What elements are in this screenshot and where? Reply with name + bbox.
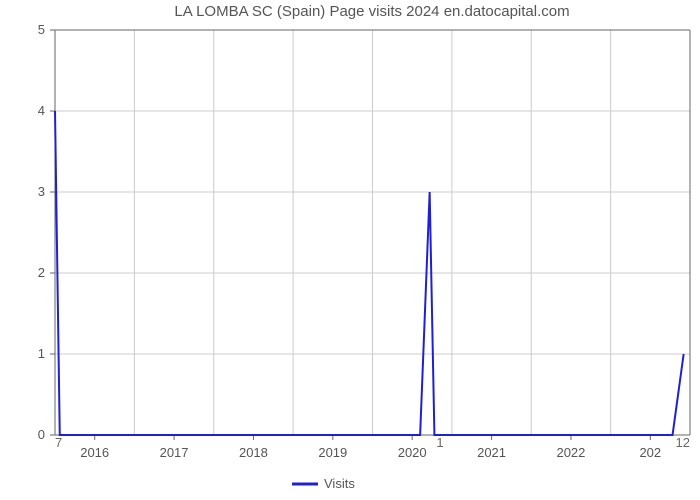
legend-label: Visits bbox=[324, 476, 355, 491]
corner-bottom-center: 1 bbox=[436, 435, 443, 450]
svg-text:0: 0 bbox=[38, 427, 45, 442]
svg-text:4: 4 bbox=[38, 103, 45, 118]
svg-text:2019: 2019 bbox=[318, 445, 347, 460]
svg-text:2020: 2020 bbox=[398, 445, 427, 460]
y-axis-ticks: 0 1 2 3 4 5 bbox=[38, 22, 55, 442]
svg-text:2018: 2018 bbox=[239, 445, 268, 460]
svg-text:2: 2 bbox=[38, 265, 45, 280]
svg-text:2016: 2016 bbox=[80, 445, 109, 460]
svg-text:3: 3 bbox=[38, 184, 45, 199]
svg-text:2017: 2017 bbox=[160, 445, 189, 460]
svg-text:202: 202 bbox=[639, 445, 661, 460]
corner-bottom-right: 12 bbox=[676, 435, 690, 450]
svg-text:2022: 2022 bbox=[556, 445, 585, 460]
svg-text:2021: 2021 bbox=[477, 445, 506, 460]
x-axis-ticks: 2016 2017 2018 2019 2020 2021 2022 202 bbox=[80, 435, 661, 460]
corner-bottom-left: 7 bbox=[55, 435, 62, 450]
chart-title: LA LOMBA SC (Spain) Page visits 2024 en.… bbox=[174, 3, 569, 20]
visits-chart: LA LOMBA SC (Spain) Page visits 2024 en.… bbox=[0, 0, 700, 500]
svg-text:5: 5 bbox=[38, 22, 45, 37]
svg-text:1: 1 bbox=[38, 346, 45, 361]
legend: Visits bbox=[292, 476, 355, 491]
